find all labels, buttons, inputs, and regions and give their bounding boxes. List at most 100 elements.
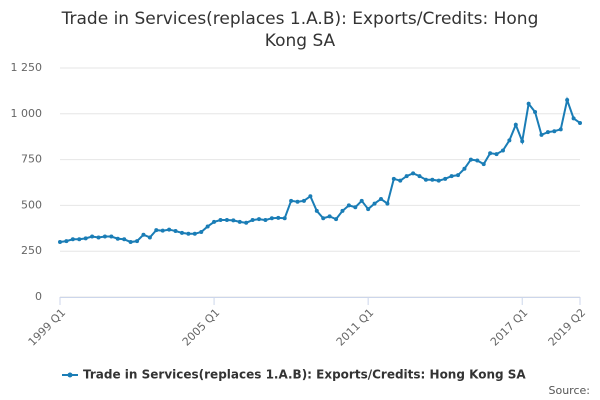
- data-point: [436, 178, 441, 183]
- data-point: [475, 158, 480, 163]
- data-point: [224, 218, 229, 223]
- data-point: [321, 216, 326, 221]
- data-point: [64, 239, 69, 244]
- data-point: [83, 236, 88, 241]
- data-point: [391, 176, 396, 181]
- data-point: [488, 151, 493, 156]
- legend-marker: [67, 372, 73, 378]
- data-point: [122, 237, 127, 242]
- data-point: [385, 201, 390, 206]
- data-point: [334, 217, 339, 222]
- data-point: [109, 234, 114, 239]
- data-point: [545, 130, 550, 135]
- data-point: [500, 148, 505, 153]
- data-point: [443, 176, 448, 181]
- data-point: [77, 237, 82, 242]
- series-line: [59, 96, 581, 244]
- data-point: [533, 109, 538, 114]
- y-tick-label: 1 000: [11, 107, 43, 120]
- x-tick-label: 1999 Q1: [26, 306, 69, 349]
- chart-title: Trade in Services(replaces 1.A.B): Expor…: [61, 9, 539, 51]
- data-point: [308, 194, 313, 199]
- data-point: [154, 228, 159, 233]
- data-point: [147, 235, 152, 240]
- data-point: [578, 120, 582, 125]
- data-point: [295, 199, 300, 204]
- data-point: [449, 174, 454, 179]
- source: Source:: [549, 384, 591, 397]
- data-point: [327, 214, 332, 219]
- data-point: [468, 157, 473, 162]
- data-point: [494, 152, 499, 157]
- data-point: [102, 234, 107, 239]
- data-point: [404, 174, 409, 179]
- data-point: [430, 177, 435, 182]
- data-point: [520, 139, 525, 144]
- legend-label: Trade in Services(replaces 1.A.B): Expor…: [83, 368, 526, 382]
- y-tick-label: 0: [35, 290, 42, 303]
- data-point: [70, 237, 75, 242]
- y-tick-label: 250: [21, 244, 42, 257]
- data-point: [257, 217, 262, 222]
- data-point: [340, 208, 345, 213]
- data-point: [90, 234, 95, 239]
- data-point: [218, 218, 223, 223]
- data-point: [115, 236, 120, 241]
- data-point: [526, 101, 531, 106]
- data-point: [539, 132, 544, 137]
- data-point: [366, 207, 371, 212]
- y-tick-label: 1 250: [11, 61, 43, 74]
- data-point: [231, 218, 236, 223]
- data-point: [128, 240, 133, 245]
- data-point: [314, 208, 319, 213]
- data-point: [481, 162, 486, 167]
- data-point: [346, 203, 351, 208]
- data-point: [263, 218, 268, 223]
- data-point: [237, 219, 242, 224]
- data-point: [212, 219, 217, 224]
- data-point: [205, 224, 210, 229]
- data-point: [250, 218, 255, 223]
- data-point: [571, 116, 576, 121]
- data-point: [359, 198, 364, 203]
- data-point: [398, 178, 403, 183]
- data-point: [411, 171, 416, 176]
- x-tick-label: 2019 Q2: [546, 306, 589, 349]
- y-tick-label: 500: [21, 198, 42, 211]
- x-tick-label: 2017 Q1: [488, 306, 531, 349]
- data-point: [269, 216, 274, 221]
- x-tick-label: 2011 Q1: [334, 306, 377, 349]
- data-point: [96, 235, 101, 240]
- data-point: [289, 198, 294, 203]
- data-point: [462, 166, 467, 171]
- data-point: [141, 232, 146, 237]
- data-point: [282, 216, 287, 221]
- data-point: [160, 228, 165, 233]
- data-point: [58, 240, 62, 245]
- data-point: [456, 173, 461, 178]
- x-tick-label: 2005 Q1: [180, 306, 223, 349]
- data-point: [565, 98, 570, 103]
- data-point: [167, 227, 172, 232]
- y-tick-label: 750: [21, 153, 42, 166]
- data-point: [135, 239, 140, 244]
- data-point: [558, 127, 563, 132]
- data-point: [301, 198, 306, 203]
- data-point: [276, 215, 281, 220]
- data-point: [179, 230, 184, 235]
- data-point: [199, 229, 204, 234]
- data-point: [186, 231, 191, 236]
- data-point: [378, 196, 383, 201]
- data-point: [173, 229, 178, 234]
- data-point: [192, 231, 197, 236]
- data-point: [513, 122, 518, 127]
- data-point: [417, 174, 422, 179]
- data-point: [507, 138, 512, 143]
- data-point: [353, 205, 358, 210]
- data-point: [372, 201, 377, 206]
- data-point: [552, 129, 557, 134]
- data-point: [244, 220, 249, 225]
- data-point: [423, 177, 428, 182]
